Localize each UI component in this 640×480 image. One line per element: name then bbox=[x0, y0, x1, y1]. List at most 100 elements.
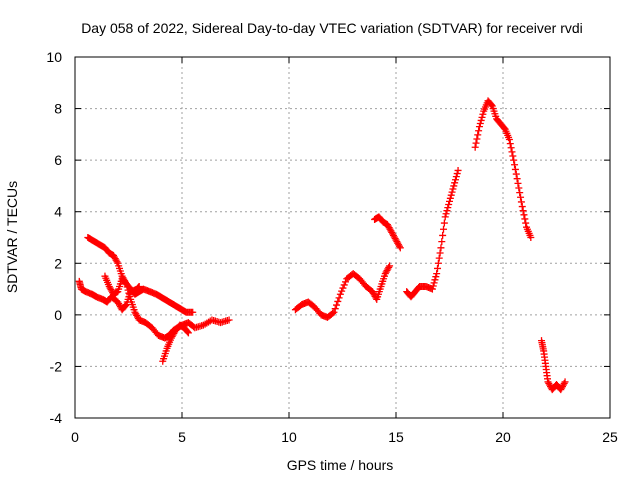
data-point bbox=[225, 316, 233, 324]
data-point bbox=[124, 286, 132, 294]
chart-title: Day 058 of 2022, Sidereal Day-to-day VTE… bbox=[81, 20, 583, 36]
data-point bbox=[436, 249, 444, 257]
series-arc-7 bbox=[403, 166, 462, 301]
data-point bbox=[474, 131, 482, 139]
data-point bbox=[434, 259, 442, 267]
data-point bbox=[516, 189, 524, 197]
data-point bbox=[184, 328, 192, 336]
x-tick-label: 25 bbox=[602, 429, 618, 445]
data-point bbox=[472, 139, 480, 147]
data-point bbox=[515, 184, 523, 192]
data-point bbox=[451, 179, 459, 187]
data-point bbox=[395, 242, 403, 250]
series-arc-9 bbox=[538, 337, 569, 394]
data-point bbox=[429, 282, 437, 290]
y-tick-label: 2 bbox=[54, 255, 62, 271]
data-point bbox=[396, 244, 404, 252]
data-point bbox=[510, 156, 518, 164]
data-point bbox=[517, 198, 525, 206]
data-point bbox=[125, 289, 133, 297]
data-point bbox=[385, 263, 393, 271]
data-point bbox=[442, 210, 450, 218]
axis-ticks: 0 5 10 15 20 25 -4 -2 0 2 4 6 8 10 bbox=[46, 49, 618, 445]
data-point bbox=[514, 179, 522, 187]
data-point bbox=[522, 219, 530, 227]
data-point bbox=[122, 280, 130, 288]
y-tick-label: 8 bbox=[54, 101, 62, 117]
series-arc-2 bbox=[84, 234, 197, 316]
data-point bbox=[446, 194, 454, 202]
data-point bbox=[440, 225, 448, 233]
y-axis-label: SDTVAR / TECUs bbox=[4, 181, 20, 293]
data-point bbox=[336, 290, 344, 298]
data-point bbox=[475, 123, 483, 131]
data-point bbox=[507, 144, 515, 152]
data-point bbox=[520, 211, 528, 219]
data-point bbox=[452, 173, 460, 181]
data-point bbox=[113, 258, 121, 266]
data-point bbox=[431, 276, 439, 284]
data-point bbox=[476, 120, 484, 128]
data-point bbox=[339, 284, 347, 292]
data-point bbox=[189, 308, 197, 316]
data-point bbox=[443, 207, 451, 215]
data-point bbox=[475, 127, 483, 135]
data-point bbox=[333, 301, 341, 309]
data-point bbox=[453, 170, 461, 178]
data-point bbox=[477, 116, 485, 124]
series-arc-8 bbox=[471, 97, 535, 241]
y-tick-label: 0 bbox=[54, 307, 62, 323]
data-point bbox=[508, 148, 516, 156]
data-point bbox=[329, 309, 337, 317]
data-point bbox=[449, 185, 457, 193]
data-point bbox=[487, 101, 495, 109]
x-tick-label: 20 bbox=[495, 429, 511, 445]
data-point bbox=[513, 175, 521, 183]
y-tick-label: -2 bbox=[50, 358, 63, 374]
plot-frame bbox=[74, 56, 611, 419]
data-point bbox=[444, 204, 452, 212]
data-point bbox=[517, 193, 525, 201]
data-point bbox=[432, 273, 440, 281]
data-point bbox=[335, 294, 343, 302]
data-point bbox=[445, 200, 453, 208]
data-point bbox=[386, 262, 394, 270]
data-point bbox=[521, 215, 529, 223]
data-point bbox=[471, 143, 479, 151]
data-point bbox=[450, 182, 458, 190]
data-point bbox=[505, 136, 513, 144]
data-point bbox=[511, 165, 519, 173]
x-tick-label: 5 bbox=[178, 429, 186, 445]
data-point bbox=[439, 231, 447, 239]
data-point bbox=[334, 297, 342, 305]
data-point bbox=[448, 188, 456, 196]
data-point bbox=[437, 244, 445, 252]
x-tick-label: 15 bbox=[388, 429, 404, 445]
data-point bbox=[506, 140, 514, 148]
data-point bbox=[441, 213, 449, 221]
data-point bbox=[561, 378, 569, 386]
series-arc-5 bbox=[291, 262, 394, 321]
data-point bbox=[123, 283, 131, 291]
data-point bbox=[433, 270, 441, 278]
grid bbox=[75, 57, 610, 418]
data-point bbox=[434, 264, 442, 272]
data-point bbox=[340, 281, 348, 289]
data-point bbox=[341, 278, 349, 286]
data-point bbox=[430, 279, 438, 287]
data-point bbox=[338, 287, 346, 295]
series-arc-4 bbox=[159, 321, 192, 365]
data-points bbox=[75, 97, 569, 394]
y-tick-label: 10 bbox=[46, 49, 62, 65]
y-tick-label: -4 bbox=[50, 410, 63, 426]
data-point bbox=[428, 285, 436, 293]
data-point bbox=[122, 302, 130, 310]
data-point bbox=[527, 234, 535, 241]
data-point bbox=[509, 152, 517, 160]
data-point bbox=[473, 135, 481, 143]
data-point bbox=[478, 113, 486, 121]
data-point bbox=[122, 279, 130, 287]
data-point bbox=[330, 308, 338, 316]
y-tick-label: 4 bbox=[54, 204, 62, 220]
data-point bbox=[446, 197, 453, 205]
